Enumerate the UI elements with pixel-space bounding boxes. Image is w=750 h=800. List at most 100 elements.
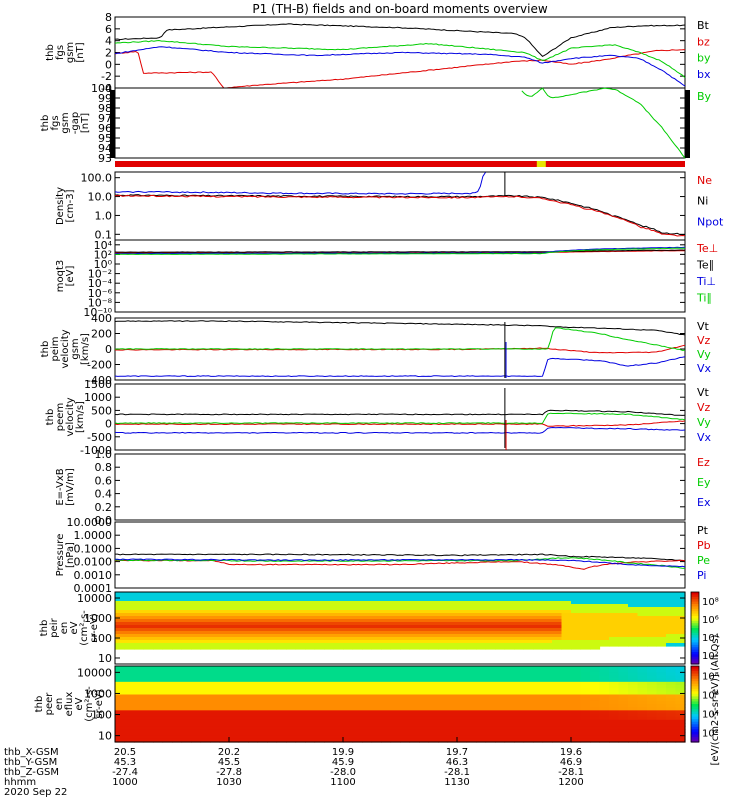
heatmap-cell bbox=[542, 672, 553, 677]
heatmap-cell bbox=[637, 723, 648, 727]
heatmap-cell bbox=[115, 735, 126, 740]
heatmap-cell bbox=[514, 732, 525, 737]
heatmap-cell bbox=[219, 735, 230, 740]
heatmap-cell bbox=[257, 700, 268, 705]
heatmap-cell bbox=[248, 678, 259, 683]
heatmap-cell bbox=[485, 694, 496, 699]
heatmap-cell bbox=[371, 592, 382, 596]
heatmap-cell bbox=[514, 678, 525, 683]
heatmap-cell bbox=[276, 604, 287, 608]
heatmap-cell bbox=[305, 607, 316, 611]
heatmap-cell bbox=[400, 640, 411, 644]
heatmap-cell bbox=[618, 710, 629, 715]
heatmap-cell bbox=[324, 619, 335, 623]
heatmap-cell bbox=[523, 610, 534, 614]
heatmap-cell bbox=[504, 622, 515, 626]
heatmap-cell bbox=[276, 669, 287, 673]
heatmap-cell bbox=[552, 723, 563, 727]
heatmap-cell bbox=[191, 726, 202, 730]
heatmap-cell bbox=[599, 613, 610, 617]
heatmap-cell bbox=[115, 628, 126, 632]
heatmap-cell bbox=[590, 631, 601, 635]
heatmap-cell bbox=[542, 607, 553, 611]
heatmap-cell bbox=[447, 637, 458, 641]
heatmap-cell bbox=[514, 704, 525, 708]
heatmap-cell bbox=[314, 688, 325, 692]
heatmap-cell bbox=[153, 688, 164, 692]
y-tick-label: 10000 bbox=[77, 592, 112, 605]
heatmap-cell bbox=[343, 700, 354, 705]
heatmap-cell bbox=[333, 681, 344, 686]
heatmap-cell bbox=[447, 719, 458, 724]
heatmap-cell bbox=[476, 685, 487, 689]
heatmap-cell bbox=[191, 719, 202, 724]
y-axis-label: thb bbox=[40, 115, 51, 132]
heatmap-cell bbox=[267, 622, 278, 626]
heatmap-cell bbox=[609, 610, 620, 614]
heatmap-cell bbox=[656, 607, 667, 611]
y-axis-label: eV bbox=[74, 697, 85, 710]
heatmap-cell bbox=[438, 631, 449, 635]
heatmap-cell bbox=[542, 704, 553, 708]
y-axis-label: [mV/m] bbox=[65, 468, 76, 506]
heatmap-cell bbox=[343, 604, 354, 608]
heatmap-cell bbox=[362, 704, 373, 708]
y-tick-label: 100 bbox=[91, 82, 112, 95]
heatmap-cell bbox=[248, 598, 259, 602]
heatmap-cell bbox=[409, 619, 420, 623]
heatmap-cell bbox=[618, 685, 629, 689]
heatmap-cell bbox=[514, 713, 525, 718]
heatmap-cell bbox=[210, 643, 221, 647]
heatmap-cell bbox=[457, 691, 468, 696]
heatmap-cell bbox=[324, 625, 335, 629]
heatmap-cell bbox=[495, 732, 506, 737]
heatmap-cell bbox=[162, 643, 173, 647]
heatmap-cell bbox=[419, 726, 430, 730]
heatmap-cell bbox=[210, 735, 221, 740]
heatmap-cell bbox=[580, 691, 591, 696]
heatmap-cell bbox=[143, 616, 154, 620]
heatmap-cell bbox=[533, 723, 544, 727]
heatmap-cell bbox=[542, 598, 553, 602]
heatmap-cell bbox=[419, 628, 430, 632]
heatmap-cell bbox=[409, 719, 420, 724]
heatmap-cell bbox=[647, 604, 658, 608]
heatmap-cell bbox=[514, 604, 525, 608]
heatmap-cell bbox=[675, 719, 686, 724]
heatmap-cell bbox=[295, 592, 306, 596]
heatmap-cell bbox=[400, 678, 411, 683]
heatmap-cell bbox=[371, 637, 382, 641]
heatmap-cell bbox=[523, 607, 534, 611]
heatmap-cell bbox=[561, 666, 572, 670]
heatmap-cell bbox=[286, 726, 297, 730]
heatmap-cell bbox=[656, 729, 667, 734]
heatmap-cell bbox=[276, 628, 287, 632]
heatmap-cell bbox=[333, 710, 344, 715]
heatmap-cell bbox=[618, 610, 629, 614]
heatmap-cell bbox=[172, 738, 183, 743]
heatmap-cell bbox=[153, 616, 164, 620]
heatmap-cell bbox=[580, 710, 591, 715]
heatmap-cell bbox=[143, 672, 154, 677]
heatmap-cell bbox=[590, 710, 601, 715]
y-tick-label: 0 bbox=[105, 343, 112, 356]
heatmap-cell bbox=[447, 646, 458, 650]
heatmap-cell bbox=[447, 738, 458, 743]
heatmap-cell bbox=[276, 619, 287, 623]
heatmap-cell bbox=[172, 700, 183, 705]
heatmap-cell bbox=[333, 729, 344, 734]
heatmap-cell bbox=[590, 678, 601, 683]
heatmap-cell bbox=[229, 732, 240, 737]
heatmap-cell bbox=[580, 613, 591, 617]
heatmap-cell bbox=[466, 719, 477, 724]
heatmap-cell bbox=[419, 666, 430, 670]
heatmap-cell bbox=[143, 691, 154, 696]
heatmap-cell bbox=[447, 634, 458, 638]
heatmap-cell bbox=[181, 678, 192, 683]
heatmap-cell bbox=[352, 732, 363, 737]
heatmap-cell bbox=[457, 685, 468, 689]
heatmap-cell bbox=[229, 688, 240, 692]
heatmap-cell bbox=[609, 598, 620, 602]
heatmap-cell bbox=[628, 700, 639, 705]
heatmap-cell bbox=[533, 735, 544, 740]
